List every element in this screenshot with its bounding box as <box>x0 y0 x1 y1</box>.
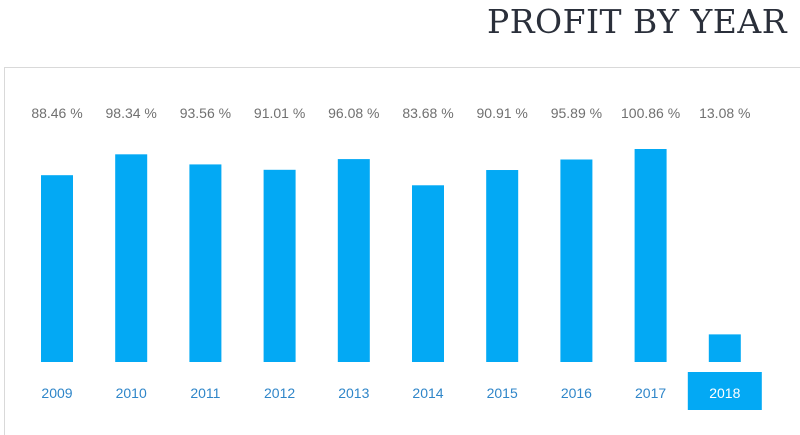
year-label-2018[interactable]: 2018 <box>709 385 740 401</box>
bar-2018[interactable] <box>708 334 741 362</box>
bar-value-label: 100.86 % <box>621 105 680 121</box>
year-label-2015[interactable]: 2015 <box>487 385 518 401</box>
year-label-2012[interactable]: 2012 <box>264 385 295 401</box>
year-label-2017[interactable]: 2017 <box>635 385 666 401</box>
page-title: PROFIT BY YEAR <box>487 2 788 41</box>
bar-2012[interactable] <box>263 169 296 362</box>
profit-bar-chart: 88.46 % 2009 98.34 % 2010 93.56 % 2011 91.01 %… <box>31 105 762 410</box>
year-label-2016[interactable]: 2016 <box>561 385 592 401</box>
year-label-2014[interactable]: 2014 <box>412 385 443 401</box>
bar-value-label: 13.08 % <box>699 105 750 121</box>
bar-2009[interactable] <box>41 175 73 362</box>
year-label-2011[interactable]: 2011 <box>190 385 220 401</box>
selected-year-highlight[interactable] <box>687 372 762 410</box>
bar-value-label: 96.08 % <box>328 105 379 121</box>
year-label-2009[interactable]: 2009 <box>41 385 72 401</box>
bar-value-label: 90.91 % <box>477 105 528 121</box>
year-label-2013[interactable]: 2013 <box>338 385 369 401</box>
bar-2013[interactable] <box>337 159 370 362</box>
year-label-2010[interactable]: 2010 <box>116 385 147 401</box>
chart-panel: 88.46 % 2009 98.34 % 2010 93.56 % 2011 91.01 %… <box>4 67 800 435</box>
bar-value-label: 88.46 % <box>31 105 82 121</box>
bar-2015[interactable] <box>486 170 519 362</box>
bar-2016[interactable] <box>560 159 593 362</box>
bar-value-label: 91.01 % <box>254 105 305 121</box>
bar-value-label: 93.56 % <box>180 105 231 121</box>
bar-2011[interactable] <box>189 164 222 362</box>
bar-2010[interactable] <box>115 154 148 362</box>
bar-value-label: 83.68 % <box>402 105 453 121</box>
bar-value-label: 95.89 % <box>551 105 602 121</box>
bar-2014[interactable] <box>412 185 444 362</box>
bar-value-label: 98.34 % <box>106 105 157 121</box>
bar-2017[interactable] <box>634 149 667 362</box>
